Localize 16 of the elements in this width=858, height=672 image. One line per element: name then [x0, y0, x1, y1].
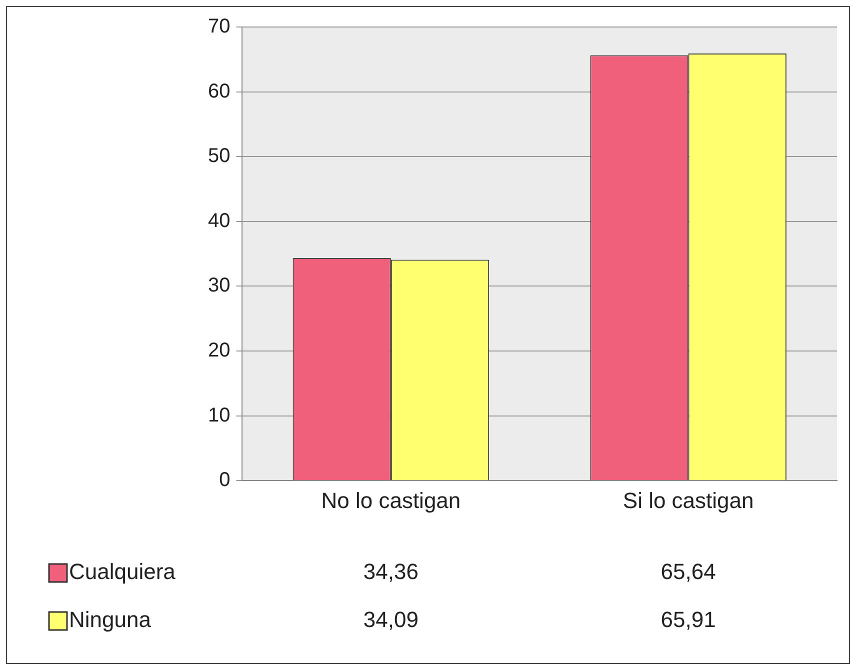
y-tick-label: 10 — [208, 404, 230, 426]
y-tick-label: 40 — [208, 210, 230, 232]
x-tick-label: Si lo castigan — [622, 488, 754, 513]
y-tick-label: 30 — [208, 274, 230, 297]
y-tick-label: 0 — [219, 469, 230, 492]
legend-label: Ninguna — [69, 607, 152, 632]
y-tick-label: 70 — [208, 16, 230, 38]
x-tick-label: No lo castigan — [321, 488, 461, 513]
data-label: 65,91 — [660, 607, 716, 632]
data-label: 34,09 — [363, 607, 418, 632]
y-tick-label: 20 — [208, 340, 230, 362]
data-label: 65,64 — [660, 559, 716, 584]
data-label: 34,36 — [363, 559, 418, 584]
legend-label: Cualquiera — [69, 559, 176, 584]
y-tick-label: 60 — [208, 80, 230, 102]
y-tick-label: 50 — [208, 145, 230, 168]
